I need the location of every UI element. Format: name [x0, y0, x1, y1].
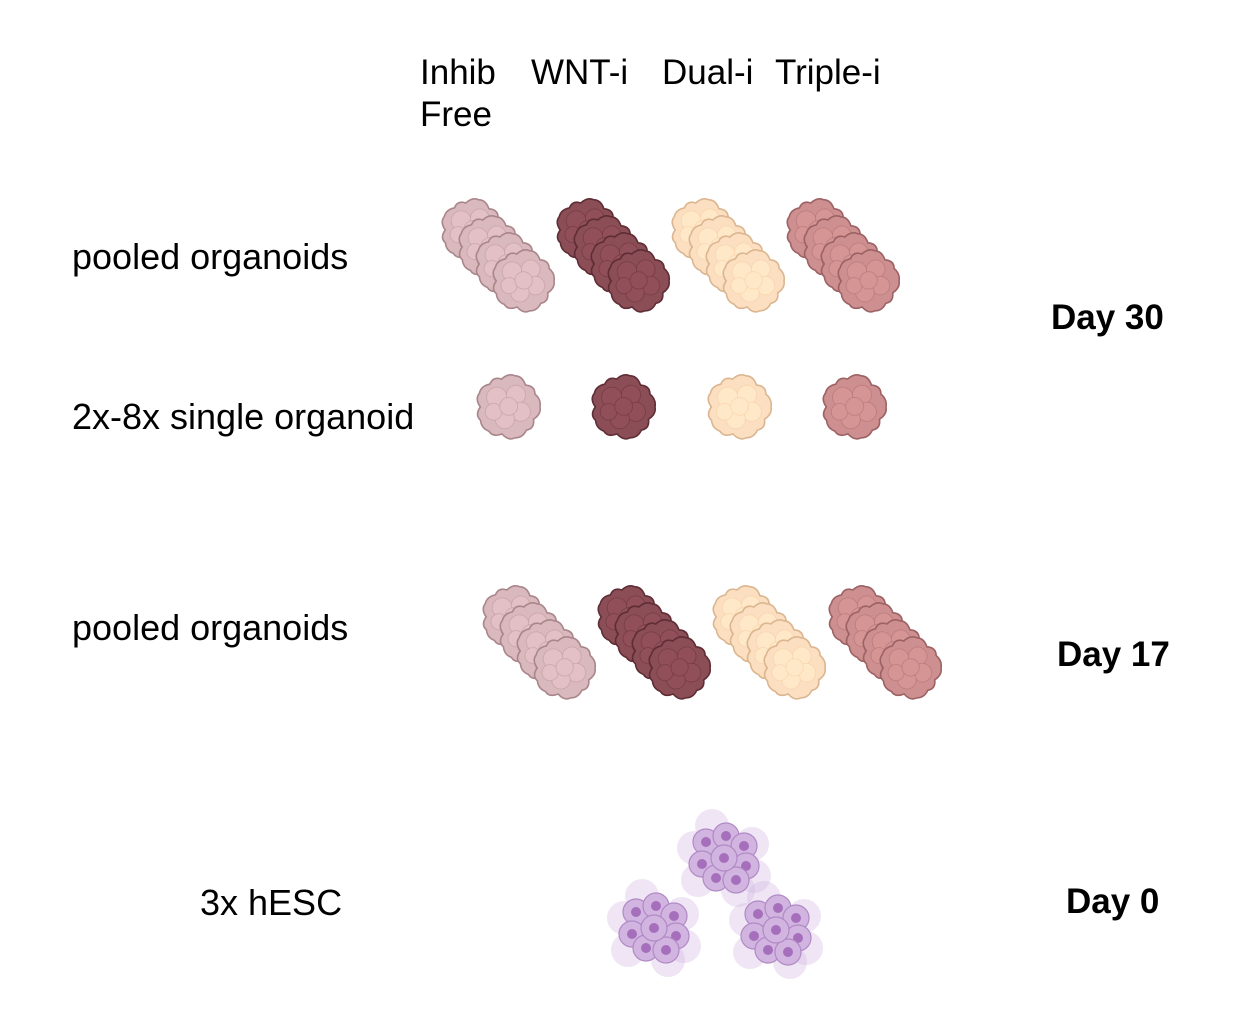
hesc-colony-left [607, 879, 701, 977]
organoid [648, 636, 712, 700]
pooled-stack-2 [597, 585, 712, 700]
stem-cell [710, 844, 738, 872]
pooled-stack-1 [441, 198, 556, 313]
hesc-colonies [607, 809, 823, 979]
organoid [533, 636, 597, 700]
day30-pooled-organoids [441, 198, 901, 313]
row-label-hesc: 3x hESC [200, 882, 343, 923]
hesc-colony-right [729, 881, 823, 979]
column-header-inhib-free: Inhib Free [420, 52, 496, 136]
column-header-line1: Inhib [420, 53, 496, 92]
single-organoid-1 [476, 374, 542, 440]
day-label-30: Day 30 [1051, 298, 1164, 337]
stem-cell [652, 936, 680, 964]
day30-single-organoids [476, 374, 888, 440]
single-organoid-3 [707, 374, 773, 440]
day17-pooled-organoids [482, 585, 943, 700]
organoid [763, 636, 827, 700]
column-header-dual-i: Dual-i [662, 52, 753, 94]
organoid [492, 249, 556, 313]
stem-cell [762, 916, 790, 944]
organoid [607, 249, 671, 313]
hesc-colony-top [677, 809, 771, 907]
stem-cell [782, 904, 810, 932]
day-label-0: Day 0 [1066, 882, 1160, 921]
pooled-stack-4 [786, 198, 901, 313]
column-header-wnt-i: WNT-i [531, 52, 628, 94]
column-header-line1: Triple-i [775, 53, 881, 92]
row-label-day17-pooled: pooled organoids [72, 607, 349, 648]
pooled-stack-1 [482, 585, 597, 700]
pooled-stack-3 [712, 585, 827, 700]
column-header-line1: Dual-i [662, 53, 754, 92]
column-header-line2: Free [420, 95, 492, 134]
column-header-line1: WNT-i [531, 53, 629, 92]
pooled-stack-4 [828, 585, 943, 700]
organoid [722, 249, 786, 313]
row-label-day30-pooled: pooled organoids [72, 236, 349, 277]
day-label-17: Day 17 [1057, 635, 1170, 674]
single-organoid-4 [822, 374, 888, 440]
organoid [879, 636, 943, 700]
stem-cell [774, 938, 802, 966]
organoid [837, 249, 901, 313]
pooled-stack-3 [671, 198, 786, 313]
row-label-day30-single: 2x-8x single organoid [72, 396, 415, 437]
pooled-stack-2 [556, 198, 671, 313]
stem-cell [640, 914, 668, 942]
single-organoid-2 [591, 374, 657, 440]
stem-cell [660, 902, 688, 930]
column-header-triple-i: Triple-i [775, 52, 881, 94]
stem-cell [722, 866, 750, 894]
